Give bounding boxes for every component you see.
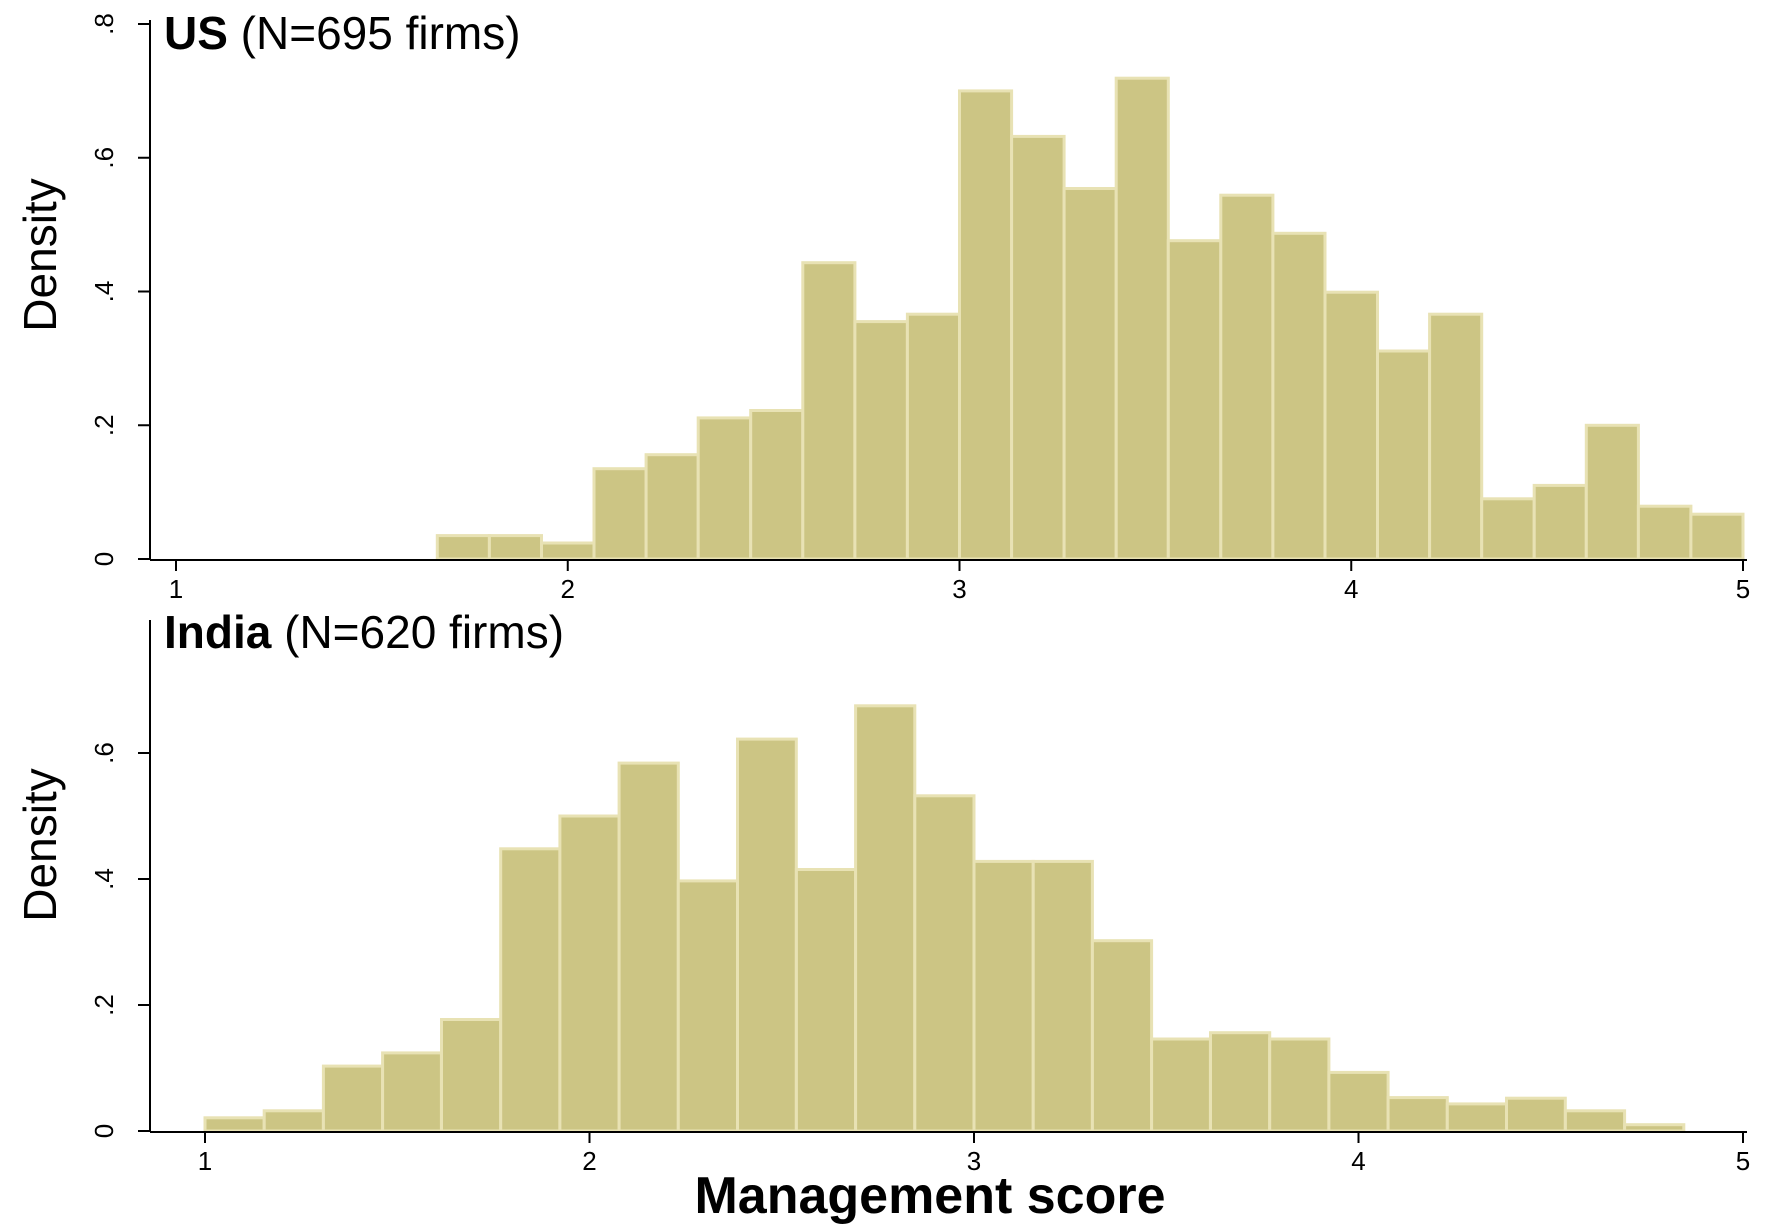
us-histogram-bar-0: [435, 534, 491, 561]
india-histogram-bar-1: [262, 1109, 325, 1133]
us-histogram-panel: US (N=695 firms) Density 1 2 3 4 5 0 .2 .4 .6 .8: [14, 7, 1750, 604]
india-histogram-bar-4: [440, 1018, 503, 1133]
us-panel-title: US (N=695 firms): [164, 7, 521, 59]
india-x-tick-label-3: 4: [1351, 1146, 1365, 1176]
india-histogram-panel: India (N=620 firms) Density Management s…: [14, 606, 1750, 1225]
us-histogram-bar-4: [644, 453, 700, 561]
india-histogram-bar-3: [381, 1051, 443, 1133]
india-x-tick-label-4: 5: [1736, 1146, 1750, 1176]
india-x-tick-label-2: 3: [967, 1146, 981, 1176]
us-histogram-bar-10: [958, 89, 1014, 561]
india-panel-title-rest: (N=620 firms): [271, 606, 564, 658]
us-histogram-bar-21: [1532, 483, 1588, 561]
india-histogram-bar-14: [1031, 859, 1094, 1133]
us-histogram-bar-6: [749, 409, 805, 561]
us-y-axis-label: Density: [14, 178, 66, 331]
india-histogram-bar-2: [321, 1064, 385, 1133]
india-histogram-bar-10: [794, 868, 858, 1133]
us-y-tick-label-4: .8: [89, 13, 119, 35]
india-histogram-bar-9: [736, 737, 798, 1133]
us-histogram-bar-14: [1166, 239, 1223, 561]
india-y-axis-label: Density: [14, 768, 66, 921]
us-y-tick-label-1: .2: [89, 414, 119, 436]
india-histogram-bar-18: [1268, 1037, 1331, 1133]
india-y-tick-label-3: .6: [89, 742, 119, 764]
india-histogram-bar-5: [499, 847, 562, 1133]
india-histogram-bar-12: [913, 794, 976, 1133]
us-histogram-bar-7: [801, 261, 857, 561]
us-histogram-bar-3: [592, 467, 648, 561]
us-histogram-bar-20: [1480, 497, 1536, 561]
us-x-tick-label-2: 3: [952, 574, 966, 604]
us-x-tick-label-0: 1: [169, 574, 183, 604]
us-y-tick-label-0: 0: [89, 552, 119, 566]
us-panel-title-bold: US: [164, 7, 228, 59]
us-x-tick-label-1: 2: [561, 574, 575, 604]
us-panel-title-rest: (N=695 firms): [228, 7, 521, 59]
india-x-tick-label-0: 1: [198, 1146, 212, 1176]
india-histogram-bar-20: [1386, 1096, 1449, 1133]
india-histogram-bar-22: [1505, 1096, 1567, 1133]
india-histogram-bar-19: [1327, 1070, 1390, 1133]
us-histogram-bar-12: [1062, 187, 1118, 561]
india-histogram-bar-8: [676, 879, 739, 1133]
india-histogram-bar-17: [1209, 1031, 1272, 1133]
us-histogram-bar-24: [1689, 512, 1745, 561]
us-histogram-bar-15: [1219, 193, 1275, 561]
india-histogram-bar-24: [1623, 1123, 1686, 1133]
india-histogram-bar-11: [854, 704, 917, 1133]
x-axis-label: Management score: [694, 1167, 1165, 1225]
india-bars: [203, 704, 1686, 1133]
us-x-tick-label-4: 5: [1736, 574, 1750, 604]
india-histogram-bar-21: [1445, 1102, 1509, 1133]
us-histogram-bar-16: [1271, 231, 1327, 561]
us-histogram-bar-19: [1428, 312, 1484, 561]
india-panel-title-bold: India: [164, 606, 272, 658]
us-histogram-bar-9: [905, 312, 962, 561]
india-histogram-bar-0: [203, 1116, 266, 1133]
india-panel-title: India (N=620 firms): [164, 606, 564, 658]
india-histogram-bar-15: [1090, 939, 1154, 1133]
us-histogram-bar-23: [1636, 504, 1693, 561]
india-histogram-bar-7: [617, 761, 680, 1133]
india-y-tick-label-1: .2: [89, 994, 119, 1016]
india-x-tick-label-1: 2: [582, 1146, 596, 1176]
us-histogram-bar-18: [1376, 349, 1432, 561]
us-histogram-bar-8: [853, 320, 909, 561]
us-bars: [435, 76, 1745, 561]
us-x-tick-label-3: 4: [1344, 574, 1358, 604]
us-histogram-bar-5: [696, 416, 753, 561]
us-histogram-bar-22: [1584, 423, 1640, 561]
us-histogram-bar-13: [1114, 76, 1170, 561]
india-y-tick-label-0: 0: [89, 1124, 119, 1138]
us-histogram-bar-1: [487, 534, 543, 561]
us-histogram-bar-17: [1323, 290, 1379, 561]
india-histogram-bar-6: [558, 814, 621, 1133]
india-histogram-bar-23: [1563, 1109, 1627, 1133]
us-y-tick-label-2: .4: [89, 281, 119, 303]
us-histogram-bar-11: [1010, 134, 1066, 561]
india-y-tick-label-2: .4: [89, 868, 119, 890]
us-histogram-bar-2: [540, 541, 596, 561]
india-histogram-bar-13: [972, 859, 1035, 1133]
us-y-tick-label-3: .6: [89, 147, 119, 169]
india-histogram-bar-16: [1150, 1037, 1212, 1133]
